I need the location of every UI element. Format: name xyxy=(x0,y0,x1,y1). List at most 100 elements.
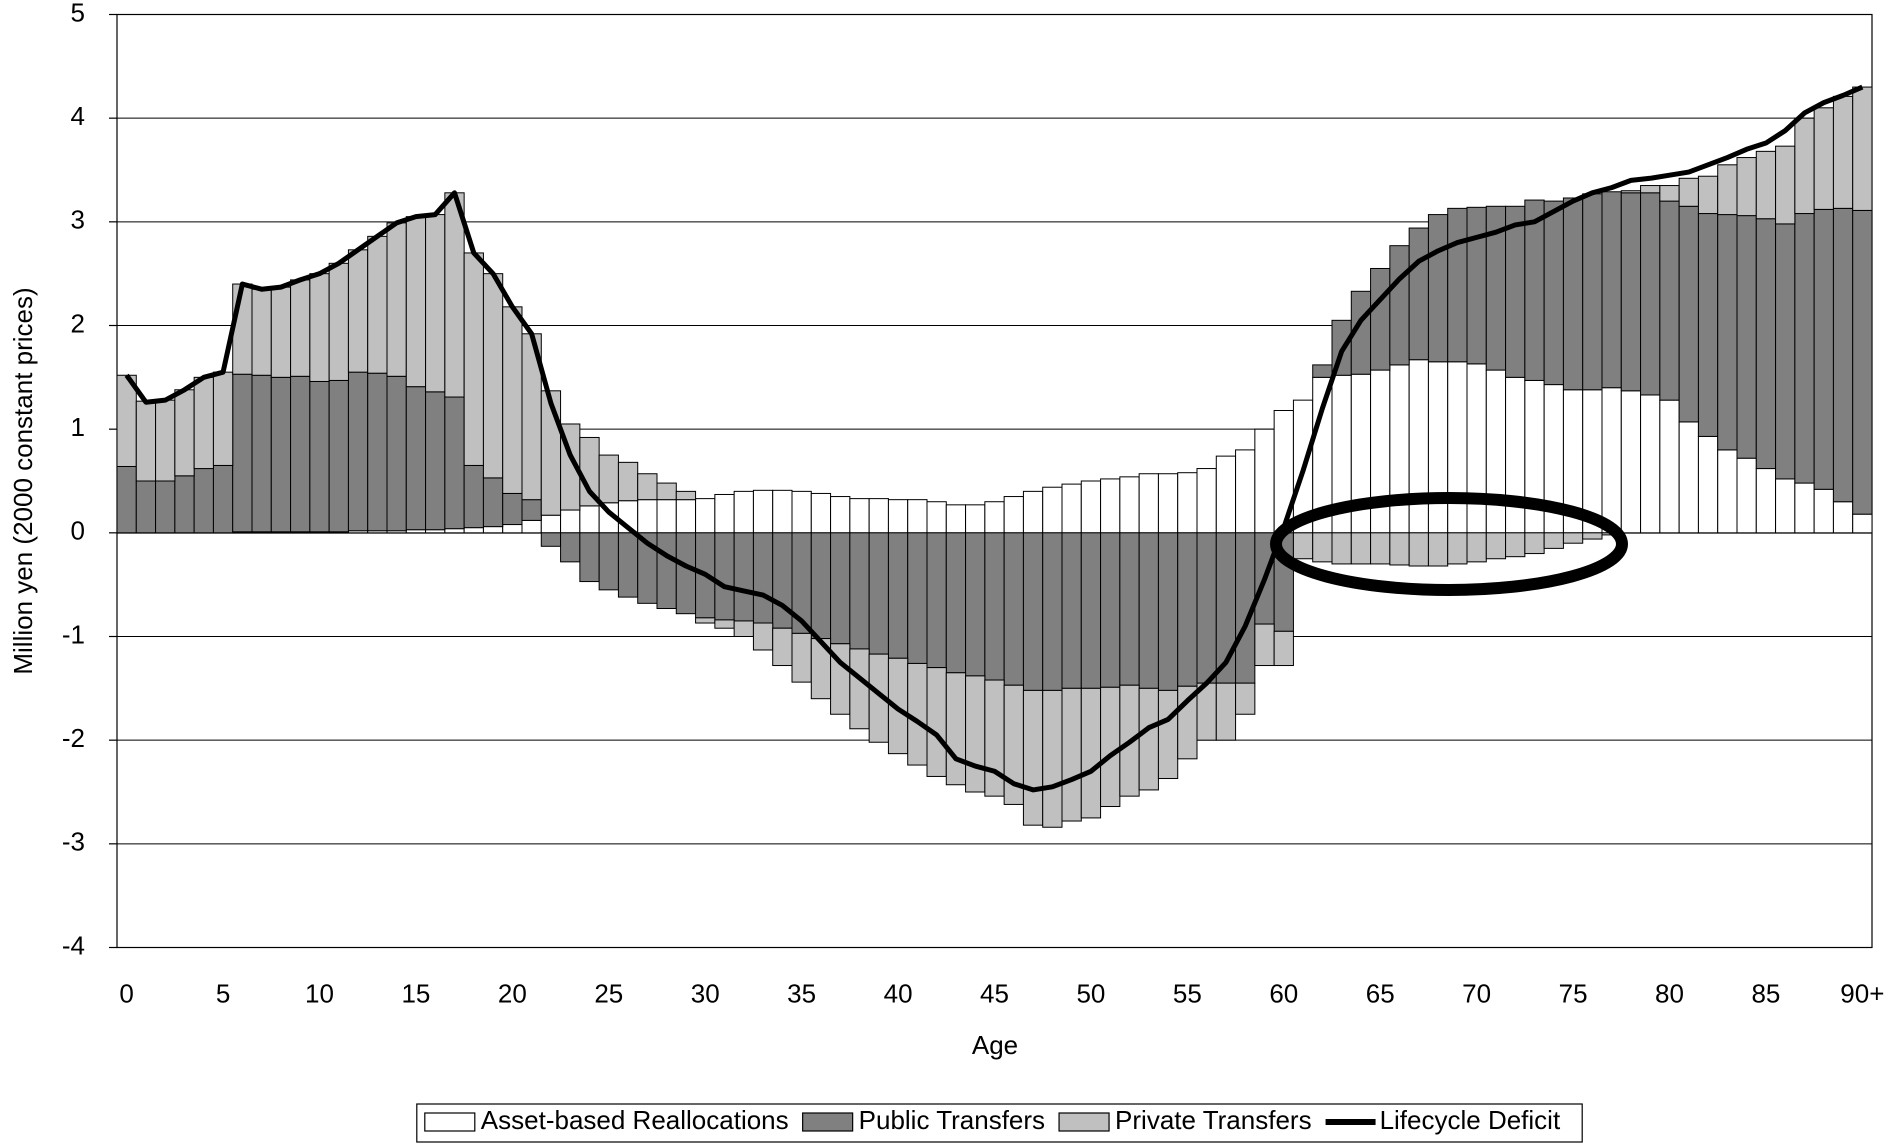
bar-segment xyxy=(849,648,870,730)
bar-segment xyxy=(1119,532,1140,686)
y-tick-label: 3 xyxy=(71,205,85,235)
bar-segment xyxy=(1427,532,1449,567)
bar-segment xyxy=(1003,496,1024,534)
bar-segment xyxy=(1832,95,1854,209)
bar-segment xyxy=(579,505,600,534)
x-tick-label: 20 xyxy=(498,978,527,1008)
bar-segment xyxy=(1775,223,1796,480)
bar-segment xyxy=(1485,369,1507,534)
bar-segment xyxy=(482,273,504,479)
highlight-ellipse xyxy=(1270,492,1628,596)
bar-segment xyxy=(1157,689,1179,780)
bar-segment xyxy=(1061,483,1082,534)
bar-segment xyxy=(1447,361,1468,534)
bar-segment xyxy=(1601,191,1622,389)
bar-segment xyxy=(521,499,542,521)
bar-segment xyxy=(868,498,889,534)
bar-segment xyxy=(984,679,1005,797)
bar-segment xyxy=(560,532,581,563)
bar-segment xyxy=(1100,478,1121,534)
bar-segment xyxy=(1235,449,1256,534)
x-tick-label: 5 xyxy=(216,978,230,1008)
bar-segment xyxy=(290,375,311,533)
legend-label: Private Transfers xyxy=(1115,1105,1312,1135)
legend-label: Public Transfers xyxy=(859,1105,1045,1135)
bar-segment xyxy=(1659,399,1680,534)
bar-segment xyxy=(1042,689,1063,828)
bar-segment xyxy=(1736,157,1757,217)
bar-segment xyxy=(1813,208,1834,490)
bar-segment xyxy=(1389,532,1410,566)
x-tick-label: 10 xyxy=(305,978,334,1008)
y-tick-label: 0 xyxy=(71,516,85,546)
bar-segment xyxy=(733,532,754,622)
bar-segment xyxy=(830,496,851,534)
bar-segment xyxy=(328,379,349,533)
x-tick-label: 0 xyxy=(119,978,133,1008)
bar-segment xyxy=(945,672,967,786)
bar-segment xyxy=(1254,623,1275,667)
y-tick-label: -4 xyxy=(62,930,85,960)
bar-segment xyxy=(1505,532,1526,558)
bar-segment xyxy=(135,480,157,534)
x-tick-label: 35 xyxy=(787,978,816,1008)
bar-segment xyxy=(1697,435,1719,534)
bar-segment xyxy=(1794,117,1815,215)
bar-segment xyxy=(1080,480,1102,534)
bar-segment xyxy=(425,391,446,531)
bar-segment xyxy=(309,273,330,382)
bar-segment xyxy=(1582,532,1603,540)
lines xyxy=(124,84,1864,793)
bar-segment xyxy=(1505,376,1526,534)
bar-segment xyxy=(733,620,754,638)
bar-segment xyxy=(926,667,947,777)
bar-segment xyxy=(1138,687,1159,791)
bar-segment xyxy=(193,376,214,470)
bar-segment xyxy=(1736,215,1757,459)
bar-segment xyxy=(1775,145,1796,225)
x-tick-label: 30 xyxy=(691,978,720,1008)
bar-segment xyxy=(752,532,774,624)
bar-segment xyxy=(1080,687,1102,819)
bar-segment xyxy=(887,532,909,659)
bar-segment xyxy=(1408,532,1429,567)
bar-segment xyxy=(1678,177,1699,207)
legend-swatch xyxy=(424,1112,476,1132)
bar-segment xyxy=(1505,205,1526,378)
y-tick-label: -1 xyxy=(62,619,85,649)
bar-segment xyxy=(1254,428,1275,534)
bar-segment xyxy=(1157,532,1179,691)
bar-segment xyxy=(1466,532,1487,563)
bar-segment xyxy=(579,532,600,583)
bar-segment xyxy=(1775,478,1796,534)
bar-segment xyxy=(386,375,407,532)
bar-segment xyxy=(675,532,697,615)
bar-segment xyxy=(270,286,292,378)
bar-segment xyxy=(1640,185,1661,194)
bar-segment xyxy=(502,492,523,526)
y-tick-label: -3 xyxy=(62,827,85,857)
bar-segment xyxy=(1717,164,1738,216)
y-tick-label: 4 xyxy=(71,101,85,131)
bar-segment xyxy=(1427,361,1449,534)
bar-segment xyxy=(1389,245,1410,366)
bar-segment xyxy=(1813,107,1834,210)
bar-segment xyxy=(1852,209,1873,515)
bar-segment xyxy=(463,527,484,534)
y-tick-label: -2 xyxy=(62,723,85,753)
bar-segment xyxy=(675,490,697,501)
bar-segment xyxy=(1292,532,1314,560)
bar-segment xyxy=(1215,455,1237,534)
x-tick-label: 60 xyxy=(1269,978,1298,1008)
bar-segment xyxy=(135,400,157,482)
bar-segment xyxy=(1042,532,1063,691)
bar-segment xyxy=(1640,192,1661,396)
bar-segment xyxy=(1370,267,1391,371)
bar-segment xyxy=(791,490,812,534)
bar-segment xyxy=(714,619,735,629)
bar-segment xyxy=(868,532,889,655)
bar-segment xyxy=(1485,532,1507,560)
bar-segment xyxy=(232,373,253,533)
bar-segment xyxy=(714,493,735,534)
bar-segment xyxy=(752,622,774,651)
